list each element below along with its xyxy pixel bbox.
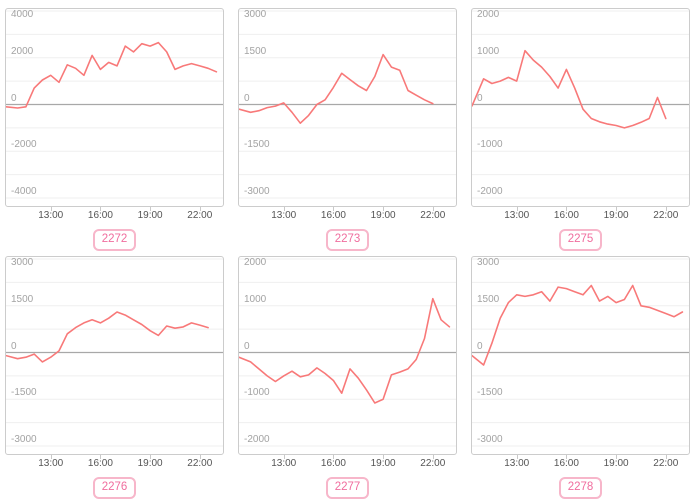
x-axis-label: 19:00 bbox=[137, 458, 163, 469]
x-tick-mark bbox=[566, 455, 568, 459]
line-chart bbox=[239, 258, 456, 447]
x-tick-mark bbox=[665, 207, 667, 211]
chart-cell: 2000 1000 0 -1000 -2000 13:00 16:00 19:00 22:00 2… bbox=[471, 8, 690, 256]
line-chart bbox=[6, 10, 223, 199]
chart-line bbox=[6, 41, 218, 109]
badge-row: 2272 bbox=[5, 229, 224, 251]
x-axis-label: 22:00 bbox=[653, 458, 679, 469]
x-axis-label: 13:00 bbox=[38, 210, 64, 221]
x-axis: 13:00 16:00 19:00 22:00 bbox=[238, 207, 457, 222]
badge-row: 2275 bbox=[471, 229, 690, 251]
chart-cell: 3000 1500 0 -1500 -3000 13:00 16:00 19:00 22:00 2… bbox=[471, 256, 690, 504]
x-tick-mark bbox=[516, 455, 518, 459]
x-tick-mark bbox=[616, 455, 618, 459]
chart-id-badge[interactable]: 2276 bbox=[92, 477, 137, 499]
x-axis-label: 16:00 bbox=[320, 458, 346, 469]
x-tick-mark bbox=[100, 207, 102, 211]
x-axis-label: 13:00 bbox=[38, 458, 64, 469]
x-axis-label: 13:00 bbox=[504, 458, 530, 469]
chart-panel: 3000 1500 0 -1500 -3000 bbox=[5, 256, 224, 455]
line-chart bbox=[6, 258, 223, 447]
x-tick-mark bbox=[432, 207, 434, 211]
chart-id-badge[interactable]: 2277 bbox=[325, 477, 370, 499]
x-axis-label: 19:00 bbox=[137, 210, 163, 221]
chart-panel: 4000 2000 0 -2000 -4000 bbox=[5, 8, 224, 207]
x-axis: 13:00 16:00 19:00 22:00 bbox=[5, 455, 224, 470]
chart-id-badge[interactable]: 2275 bbox=[558, 229, 603, 251]
chart-cell: 3000 1500 0 -1500 -3000 13:00 16:00 19:00 22:00 2… bbox=[238, 8, 457, 256]
x-axis-label: 13:00 bbox=[504, 210, 530, 221]
x-tick-mark bbox=[199, 207, 201, 211]
chart-id-badge[interactable]: 2272 bbox=[92, 229, 137, 251]
x-axis-label: 22:00 bbox=[653, 210, 679, 221]
chart-panel: 2000 1000 0 -1000 -2000 bbox=[471, 8, 690, 207]
chart-line bbox=[239, 53, 434, 124]
chart-cell: 4000 2000 0 -2000 -4000 13:00 16:00 19:00 22:00 2… bbox=[5, 8, 224, 256]
x-axis-label: 22:00 bbox=[420, 458, 446, 469]
x-axis-label: 19:00 bbox=[370, 210, 396, 221]
chart-panel: 3000 1500 0 -1500 -3000 bbox=[238, 8, 457, 207]
x-axis-label: 16:00 bbox=[553, 458, 579, 469]
x-tick-mark bbox=[100, 455, 102, 459]
chart-id-badge[interactable]: 2278 bbox=[558, 477, 603, 499]
x-axis: 13:00 16:00 19:00 22:00 bbox=[238, 455, 457, 470]
x-tick-mark bbox=[616, 207, 618, 211]
chart-cell: 2000 1000 0 -1000 -2000 13:00 16:00 19:00 22:00 2… bbox=[238, 256, 457, 504]
x-tick-mark bbox=[665, 455, 667, 459]
x-axis: 13:00 16:00 19:00 22:00 bbox=[471, 207, 690, 222]
line-chart bbox=[472, 258, 689, 447]
chart-line bbox=[239, 297, 451, 404]
x-axis-label: 19:00 bbox=[603, 210, 629, 221]
badge-row: 2276 bbox=[5, 477, 224, 499]
chart-cell: 3000 1500 0 -1500 -3000 13:00 16:00 19:00 22:00 2… bbox=[5, 256, 224, 504]
x-axis-label: 16:00 bbox=[87, 210, 113, 221]
chart-panel: 2000 1000 0 -1000 -2000 bbox=[238, 256, 457, 455]
x-axis-label: 19:00 bbox=[370, 458, 396, 469]
x-tick-mark bbox=[383, 455, 385, 459]
chart-line bbox=[472, 49, 667, 129]
x-axis-label: 22:00 bbox=[187, 458, 213, 469]
x-axis-label: 16:00 bbox=[553, 210, 579, 221]
chart-id-badge[interactable]: 2273 bbox=[325, 229, 370, 251]
x-axis-label: 19:00 bbox=[603, 458, 629, 469]
chart-panel: 3000 1500 0 -1500 -3000 bbox=[471, 256, 690, 455]
x-axis-label: 13:00 bbox=[271, 458, 297, 469]
x-tick-mark bbox=[432, 455, 434, 459]
line-chart bbox=[239, 10, 456, 199]
x-tick-mark bbox=[150, 455, 152, 459]
x-tick-mark bbox=[383, 207, 385, 211]
x-tick-mark bbox=[199, 455, 201, 459]
x-tick-mark bbox=[516, 207, 518, 211]
x-tick-mark bbox=[50, 455, 52, 459]
chart-line bbox=[6, 311, 209, 363]
x-axis: 13:00 16:00 19:00 22:00 bbox=[5, 207, 224, 222]
x-axis-label: 16:00 bbox=[87, 458, 113, 469]
x-axis: 13:00 16:00 19:00 22:00 bbox=[471, 455, 690, 470]
x-tick-mark bbox=[283, 455, 285, 459]
badge-row: 2278 bbox=[471, 477, 690, 499]
x-tick-mark bbox=[333, 455, 335, 459]
x-axis-label: 16:00 bbox=[320, 210, 346, 221]
x-tick-mark bbox=[333, 207, 335, 211]
badge-row: 2273 bbox=[238, 229, 457, 251]
x-axis-label: 22:00 bbox=[187, 210, 213, 221]
x-tick-mark bbox=[150, 207, 152, 211]
x-tick-mark bbox=[283, 207, 285, 211]
line-chart bbox=[472, 10, 689, 199]
chart-line bbox=[472, 284, 684, 366]
x-tick-mark bbox=[50, 207, 52, 211]
x-axis-label: 22:00 bbox=[420, 210, 446, 221]
x-tick-mark bbox=[566, 207, 568, 211]
x-axis-label: 13:00 bbox=[271, 210, 297, 221]
badge-row: 2277 bbox=[238, 477, 457, 499]
